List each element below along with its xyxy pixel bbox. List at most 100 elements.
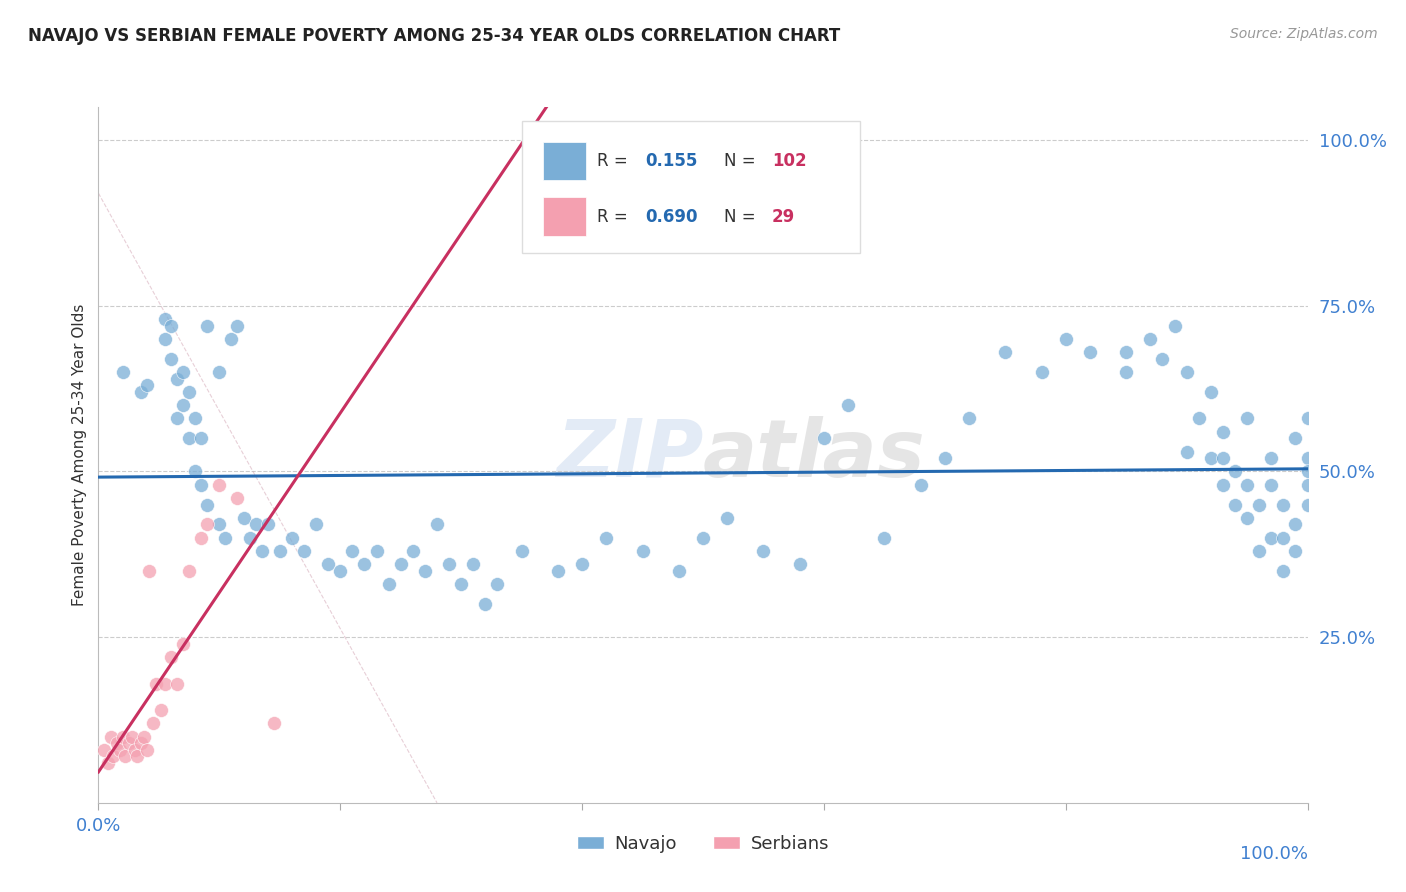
Point	[129, 384, 152, 399]
Point	[1115, 345, 1137, 359]
Point	[134, 730, 156, 744]
Point	[121, 730, 143, 744]
Point	[232, 511, 254, 525]
Point	[752, 544, 775, 558]
Point	[166, 411, 188, 425]
Point	[1175, 444, 1198, 458]
Point	[1260, 451, 1282, 466]
Point	[316, 558, 339, 572]
Point	[1284, 431, 1306, 445]
Text: N =: N =	[724, 153, 761, 170]
Point	[256, 517, 278, 532]
Text: ZIP: ZIP	[555, 416, 703, 494]
Point	[1296, 411, 1319, 425]
Point	[177, 384, 201, 399]
Point	[631, 544, 654, 558]
Point	[281, 531, 304, 545]
Text: N =: N =	[724, 208, 761, 226]
Point	[172, 637, 194, 651]
Text: 100.0%: 100.0%	[1240, 845, 1308, 863]
Point	[226, 318, 249, 333]
Point	[135, 743, 157, 757]
Point	[571, 558, 593, 572]
Point	[108, 743, 131, 757]
Point	[111, 730, 134, 744]
Point	[245, 517, 267, 532]
Point	[172, 398, 194, 412]
Point	[166, 372, 188, 386]
Point	[226, 491, 249, 505]
FancyBboxPatch shape	[522, 121, 860, 253]
Point	[329, 564, 352, 578]
Point	[129, 736, 152, 750]
Point	[177, 431, 201, 445]
Point	[910, 477, 932, 491]
Point	[1236, 411, 1258, 425]
Text: Source: ZipAtlas.com: Source: ZipAtlas.com	[1230, 27, 1378, 41]
Point	[184, 411, 207, 425]
Point	[153, 332, 176, 346]
Point	[474, 597, 496, 611]
Point	[486, 577, 509, 591]
Point	[190, 531, 212, 545]
Text: 102: 102	[772, 153, 807, 170]
Point	[214, 531, 236, 545]
Point	[145, 676, 167, 690]
Point	[1139, 332, 1161, 346]
Point	[353, 558, 375, 572]
Point	[221, 332, 243, 346]
Point	[1223, 498, 1246, 512]
Point	[190, 431, 212, 445]
Point	[1175, 365, 1198, 379]
Point	[510, 544, 533, 558]
Point	[1272, 564, 1295, 578]
Point	[957, 411, 980, 425]
Point	[1272, 531, 1295, 545]
Point	[160, 318, 183, 333]
Point	[692, 531, 714, 545]
Point	[153, 676, 176, 690]
Point	[934, 451, 956, 466]
Point	[366, 544, 388, 558]
Point	[716, 511, 738, 525]
Point	[208, 477, 231, 491]
Point	[437, 558, 460, 572]
Point	[263, 716, 285, 731]
Point	[292, 544, 315, 558]
Point	[250, 544, 273, 558]
Point	[377, 577, 399, 591]
Point	[177, 564, 201, 578]
Point	[160, 351, 183, 366]
Point	[195, 517, 218, 532]
Point	[1199, 451, 1222, 466]
FancyBboxPatch shape	[543, 197, 586, 235]
Point	[195, 318, 218, 333]
Point	[1296, 465, 1319, 479]
Point	[195, 498, 218, 512]
Point	[813, 431, 835, 445]
Point	[305, 517, 328, 532]
Text: 0.690: 0.690	[645, 208, 697, 226]
Point	[873, 531, 896, 545]
Point	[1272, 498, 1295, 512]
Point	[160, 650, 183, 665]
Point	[135, 378, 157, 392]
Text: R =: R =	[596, 153, 633, 170]
Point	[138, 564, 160, 578]
Point	[114, 749, 136, 764]
Text: 0.155: 0.155	[645, 153, 697, 170]
Point	[150, 703, 173, 717]
Point	[668, 564, 690, 578]
Point	[1212, 451, 1234, 466]
Point	[184, 465, 207, 479]
Point	[97, 756, 120, 770]
Point	[1249, 498, 1271, 512]
Point	[172, 365, 194, 379]
Point	[1212, 477, 1234, 491]
Point	[269, 544, 291, 558]
Legend: Navajo, Serbians: Navajo, Serbians	[569, 828, 837, 860]
Point	[239, 531, 262, 545]
Text: 29: 29	[772, 208, 796, 226]
Text: R =: R =	[596, 208, 633, 226]
Point	[124, 743, 146, 757]
